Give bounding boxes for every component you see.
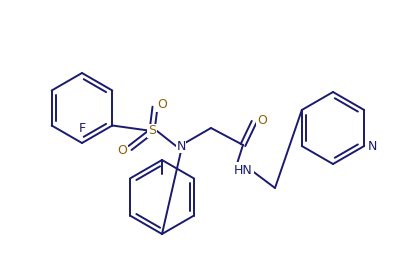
Text: O: O bbox=[117, 144, 127, 156]
Text: HN: HN bbox=[233, 163, 252, 176]
Text: F: F bbox=[79, 122, 86, 135]
Text: S: S bbox=[148, 124, 156, 137]
Text: O: O bbox=[257, 114, 267, 127]
Text: O: O bbox=[157, 98, 167, 111]
Text: N: N bbox=[176, 140, 186, 153]
Text: N: N bbox=[367, 140, 377, 153]
